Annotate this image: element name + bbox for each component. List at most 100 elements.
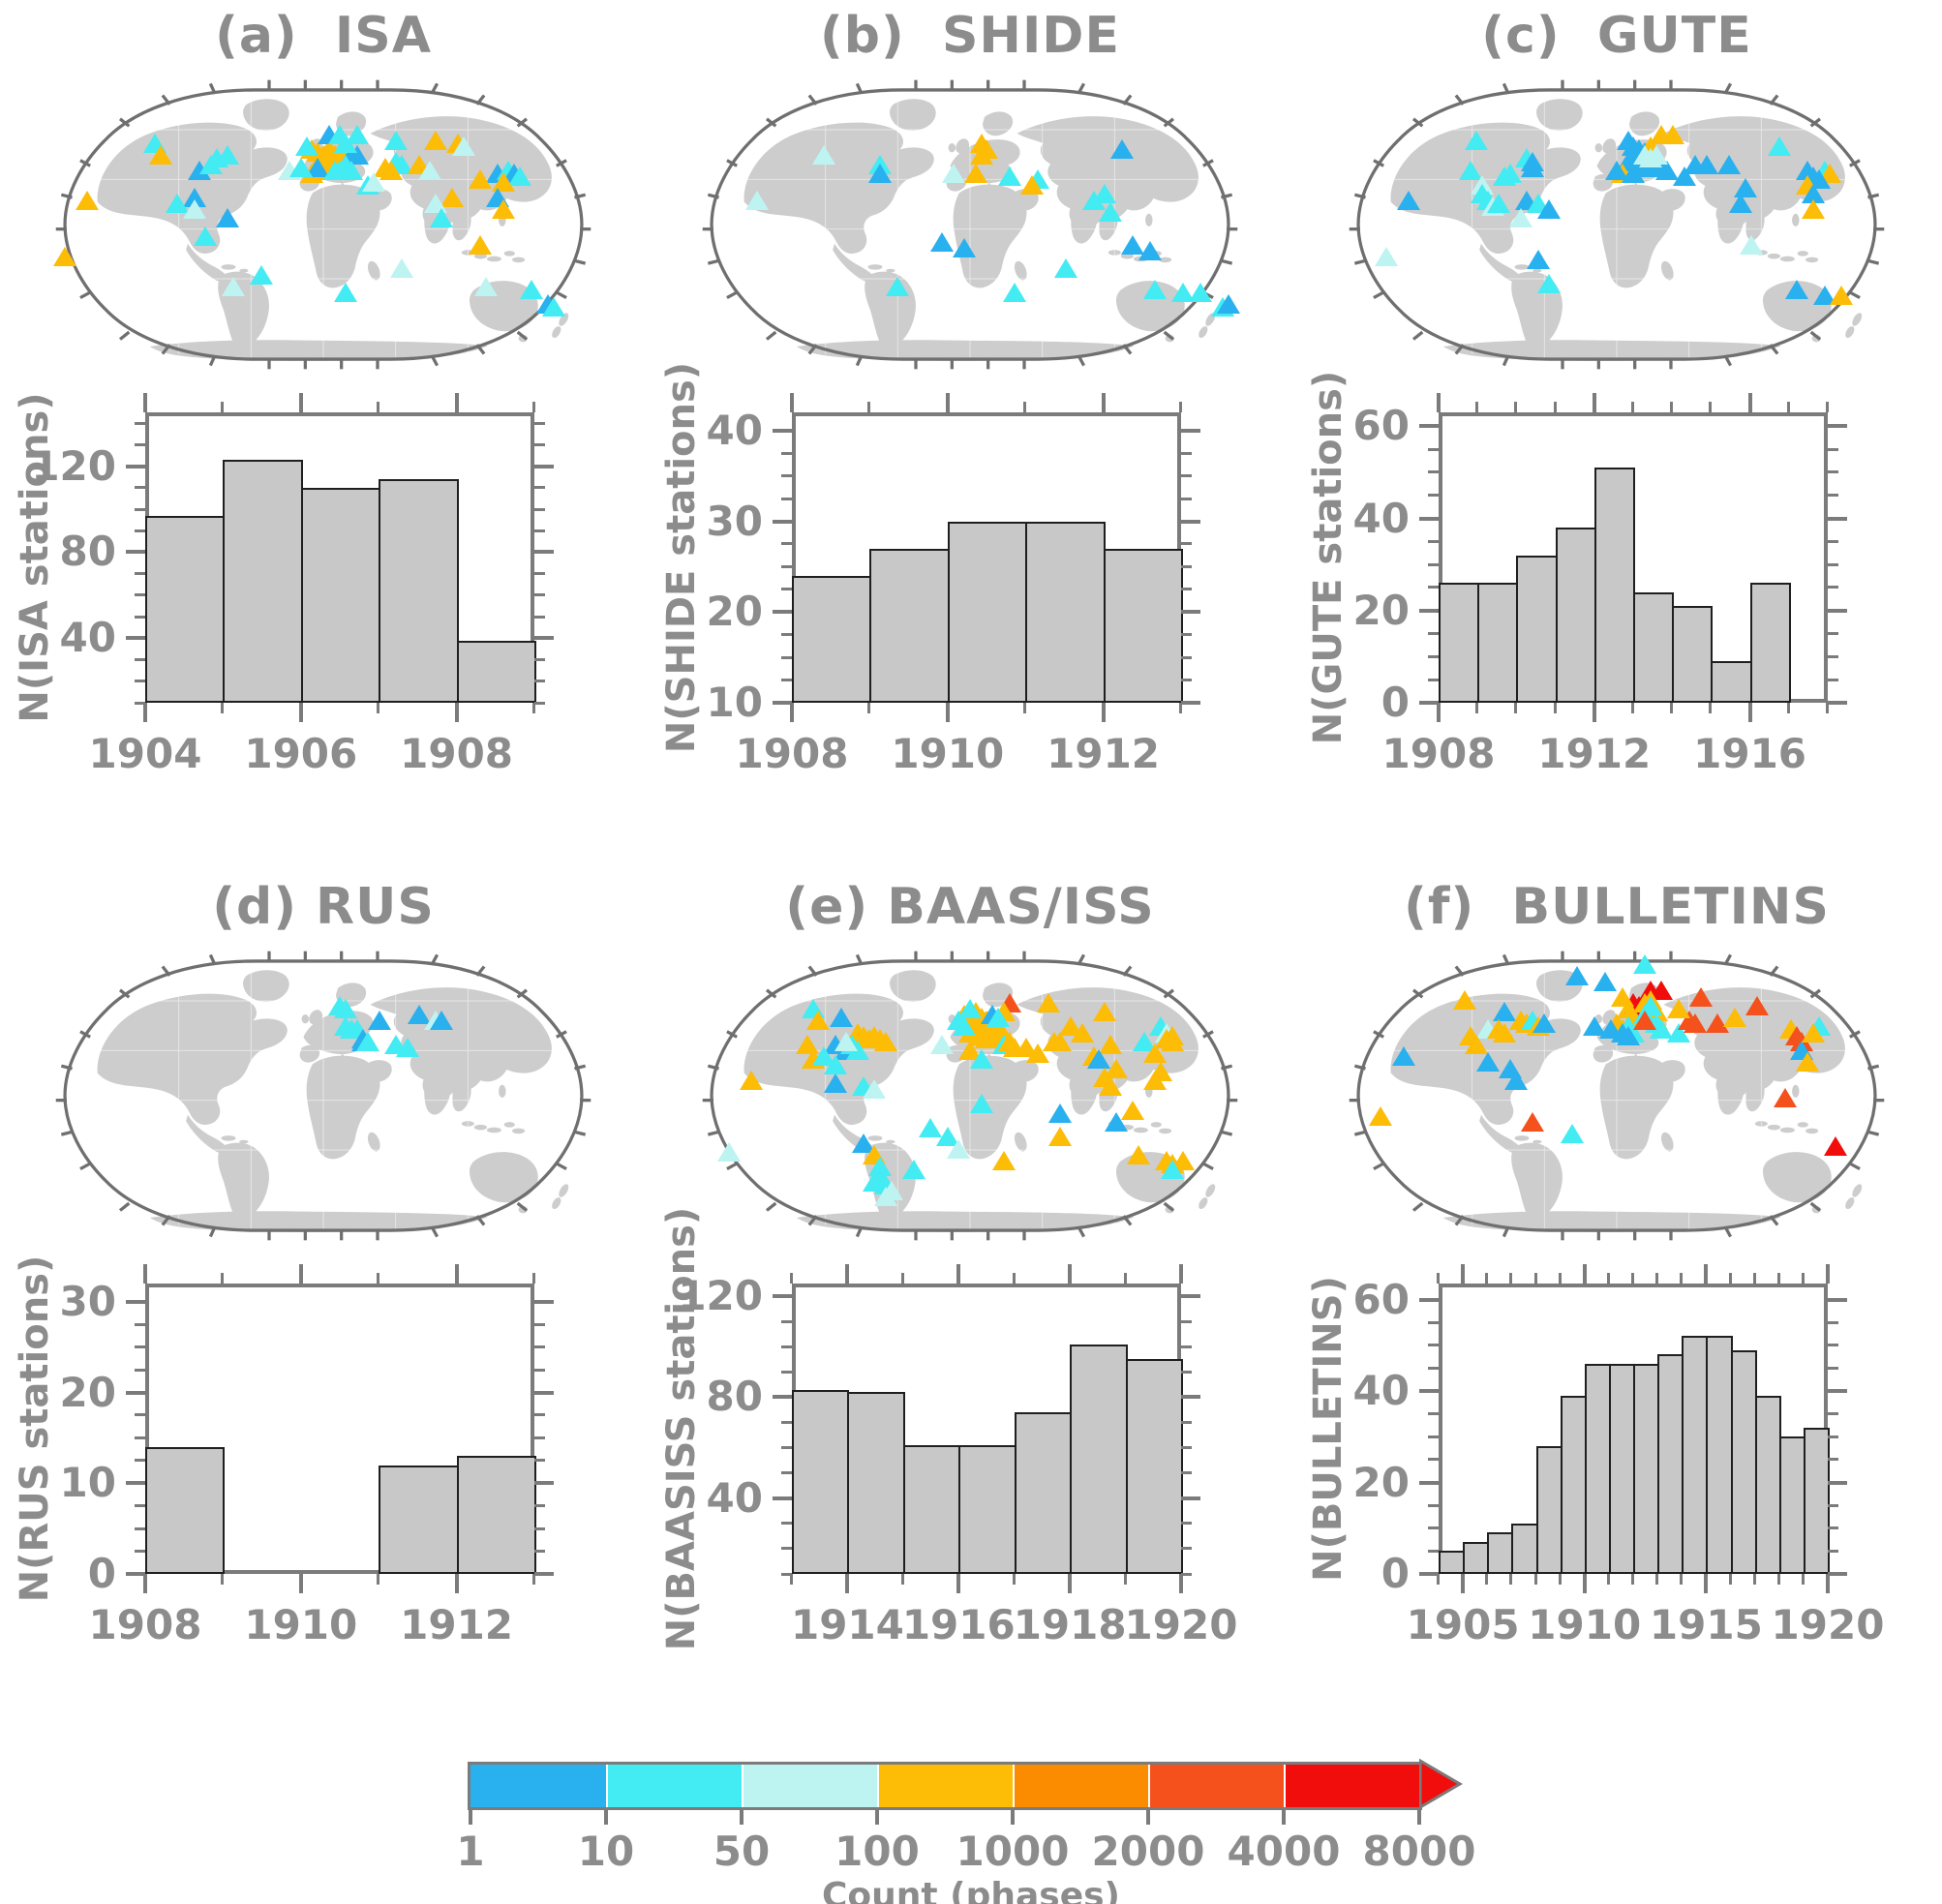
y-minor-tick xyxy=(781,564,792,568)
station-marker xyxy=(491,198,515,219)
x-minor-tick xyxy=(1709,402,1713,412)
x-major-tick xyxy=(1826,1264,1830,1284)
station-marker xyxy=(969,1049,993,1070)
y-minor-tick xyxy=(781,474,792,478)
x-minor-tick xyxy=(1179,402,1182,412)
y-minor-tick xyxy=(781,1547,792,1551)
panels-grid: (a) ISA 40 80 120 1904 1906 1908 N(ISA stations… xyxy=(13,7,1886,1738)
x-minor-tick xyxy=(1475,703,1479,713)
y-major-tick xyxy=(773,701,792,705)
x-minor-tick xyxy=(1558,1273,1562,1284)
y-minor-tick xyxy=(781,451,792,455)
y-minor-tick xyxy=(534,421,545,425)
station-marker xyxy=(216,208,240,228)
x-tick-label: 1906 xyxy=(244,730,358,777)
station-marker xyxy=(1019,175,1044,196)
y-major-tick xyxy=(773,428,792,433)
station-marker xyxy=(1493,166,1516,186)
x-major-tick xyxy=(1461,1264,1466,1284)
x-tick-label: 1910 xyxy=(891,730,1005,777)
x-minor-tick xyxy=(1514,703,1518,713)
y-minor-tick xyxy=(534,1345,545,1349)
station-marker xyxy=(997,166,1021,186)
station-marker xyxy=(1565,966,1590,986)
station-marker xyxy=(902,1160,925,1180)
y-minor-tick xyxy=(135,1345,145,1349)
y-major-tick xyxy=(1419,516,1439,521)
x-major-tick xyxy=(845,1264,850,1284)
y-minor-tick xyxy=(1181,564,1192,568)
x-minor-tick xyxy=(1553,402,1557,412)
station-marker xyxy=(1003,283,1027,303)
station-marker xyxy=(1537,273,1562,293)
station-marker xyxy=(424,193,447,213)
y-axis-title: N(SHIDE stations) xyxy=(659,361,704,754)
y-minor-tick xyxy=(1828,1412,1838,1416)
y-minor-tick xyxy=(1428,1503,1439,1507)
station-marker xyxy=(834,1031,859,1051)
y-minor-tick xyxy=(1828,494,1838,498)
y-minor-tick xyxy=(1181,679,1192,682)
station-marker xyxy=(874,1031,897,1051)
x-minor-tick xyxy=(1776,1273,1780,1284)
x-tick-label: 1914 xyxy=(790,1601,904,1648)
station-marker xyxy=(1047,1031,1072,1051)
x-major-tick xyxy=(1101,703,1106,722)
histogram-bar xyxy=(379,478,459,703)
colorbar-tick xyxy=(1011,1808,1015,1825)
x-major-tick xyxy=(454,1574,459,1593)
station-marker xyxy=(969,145,993,166)
station-marker xyxy=(1509,208,1533,228)
y-minor-tick xyxy=(1828,562,1838,566)
station-marker xyxy=(53,247,77,267)
station-marker xyxy=(362,172,386,193)
station-marker xyxy=(1768,136,1792,157)
station-marker xyxy=(744,190,769,210)
y-major-tick xyxy=(1828,1480,1847,1485)
station-marker xyxy=(806,1011,831,1031)
y-tick-label: 10 xyxy=(59,1459,116,1507)
histogram-bar xyxy=(145,1446,226,1574)
histogram-bar xyxy=(300,487,381,703)
x-minor-tick xyxy=(1533,1273,1537,1284)
histogram-bar xyxy=(1754,1395,1781,1574)
histogram-bar xyxy=(1803,1427,1830,1574)
y-minor-tick xyxy=(1428,1549,1439,1553)
station-marker xyxy=(294,136,319,157)
x-minor-tick xyxy=(1485,1273,1489,1284)
x-major-tick xyxy=(1704,1264,1709,1284)
x-major-tick xyxy=(1179,1574,1183,1593)
y-minor-tick xyxy=(1428,586,1439,589)
y-axis-title: N(RUS stations) xyxy=(13,1254,57,1603)
y-minor-tick xyxy=(1428,447,1439,451)
station-marker xyxy=(1728,193,1752,213)
x-major-tick xyxy=(1179,1264,1183,1284)
station-marker xyxy=(1047,1127,1072,1147)
y-minor-tick xyxy=(1428,562,1439,566)
station-marker xyxy=(930,231,954,252)
y-minor-tick xyxy=(1181,1319,1192,1323)
y-minor-tick xyxy=(135,529,145,532)
station-marker xyxy=(1532,1013,1556,1034)
histogram: 40 80 120 1914 1916 1918 1920 N(BAASISS station… xyxy=(647,1207,1293,1738)
y-minor-tick xyxy=(1828,1549,1838,1553)
station-marker xyxy=(1071,1022,1094,1043)
station-marker xyxy=(874,1186,897,1206)
y-minor-tick xyxy=(1428,1458,1439,1462)
station-marker xyxy=(1633,953,1656,974)
y-minor-tick xyxy=(781,1572,792,1576)
x-minor-tick xyxy=(1786,402,1790,412)
station-marker xyxy=(1684,1013,1708,1034)
y-major-tick xyxy=(773,1496,792,1500)
y-minor-tick xyxy=(135,1322,145,1326)
x-minor-tick xyxy=(1670,703,1674,713)
x-minor-tick xyxy=(1023,402,1027,412)
y-minor-tick xyxy=(534,486,545,490)
x-minor-tick xyxy=(1752,1574,1756,1585)
y-minor-tick xyxy=(534,1436,545,1439)
station-marker xyxy=(1599,1019,1623,1040)
y-minor-tick xyxy=(534,680,545,683)
histogram-bar xyxy=(1682,1336,1709,1574)
station-marker xyxy=(1694,154,1718,174)
y-minor-tick xyxy=(1828,678,1838,681)
